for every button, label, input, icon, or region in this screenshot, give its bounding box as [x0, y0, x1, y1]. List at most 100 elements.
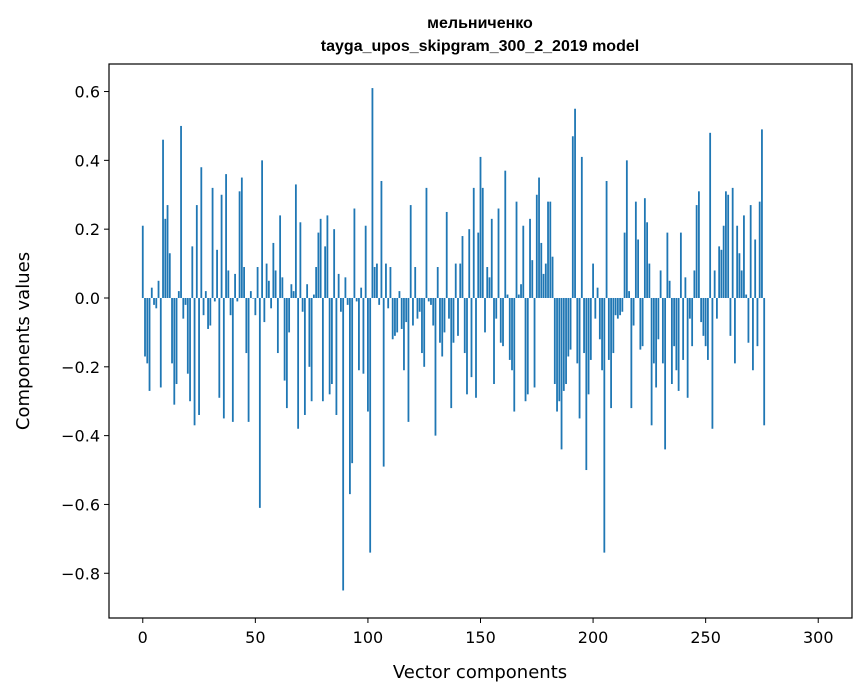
- y-axis-ticks: −0.8 −0.6 −0.4 −0.2 0.0 0.2 0.4 0.6: [61, 83, 109, 583]
- bar-105: [378, 297, 381, 305]
- bar-151: [481, 187, 484, 298]
- bar-122: [416, 297, 419, 319]
- bar-16: [177, 291, 180, 298]
- bar-34: [218, 297, 221, 398]
- bar-112: [394, 297, 396, 336]
- bar-120: [412, 297, 414, 326]
- bar-225: [648, 263, 651, 298]
- bar-94: [353, 208, 356, 298]
- bar-265: [738, 253, 741, 298]
- bar-123: [418, 297, 421, 312]
- bar-63: [283, 297, 286, 381]
- bar-171: [526, 297, 529, 395]
- bar-14: [173, 297, 176, 405]
- bar-260: [727, 194, 730, 298]
- bar-128: [430, 297, 432, 305]
- bar-40: [231, 297, 234, 422]
- bar-172: [529, 218, 531, 298]
- bar-90: [344, 277, 347, 298]
- bar-173: [531, 260, 534, 298]
- bar-124: [421, 297, 423, 354]
- bar-234: [668, 280, 671, 298]
- bar-100: [367, 297, 369, 412]
- bar-262: [731, 187, 734, 298]
- bar-272: [754, 239, 757, 298]
- bar-82: [326, 215, 329, 298]
- bar-6: [155, 297, 158, 309]
- bar-33: [216, 249, 218, 298]
- bar-0: [141, 225, 144, 298]
- bar-5: [153, 297, 155, 305]
- bar-76: [312, 294, 315, 298]
- bar-191: [571, 136, 574, 298]
- bar-79: [319, 218, 322, 298]
- bar-29: [207, 297, 209, 329]
- bar-1: [144, 297, 146, 357]
- bar-11: [166, 205, 169, 298]
- bar-89: [342, 297, 345, 591]
- bar-227: [652, 297, 655, 364]
- bar-78: [317, 232, 320, 298]
- bar-146: [470, 297, 473, 378]
- bar-110: [389, 267, 392, 298]
- bar-180: [547, 201, 549, 298]
- bar-210: [614, 297, 617, 316]
- bar-259: [725, 191, 727, 298]
- bar-41: [234, 273, 236, 298]
- bar-154: [488, 277, 491, 298]
- bar-181: [549, 201, 552, 298]
- bar-series: [141, 88, 766, 591]
- bar-31: [211, 187, 214, 298]
- bar-168: [520, 284, 522, 298]
- bar-255: [716, 297, 718, 319]
- bar-216: [628, 291, 630, 298]
- bar-247: [698, 191, 700, 298]
- bar-114: [398, 291, 401, 298]
- bar-263: [734, 297, 736, 364]
- bar-244: [691, 297, 694, 347]
- bar-104: [376, 263, 378, 298]
- bar-37: [225, 174, 227, 298]
- x-tick-label: 200: [578, 628, 609, 647]
- bar-62: [281, 277, 284, 298]
- bar-241: [684, 277, 687, 298]
- bar-150: [479, 156, 482, 298]
- bar-101: [369, 297, 372, 553]
- bar-55: [265, 263, 268, 298]
- chart-subtitle: tayga_upos_skipgram_300_2_2019 model: [321, 38, 639, 55]
- bar-250: [704, 297, 707, 347]
- bar-144: [466, 297, 468, 395]
- bar-189: [567, 297, 570, 357]
- bar-253: [711, 297, 714, 429]
- bar-50: [254, 297, 257, 316]
- bar-60: [276, 297, 279, 354]
- bar-174: [533, 297, 536, 388]
- bar-152: [484, 297, 486, 333]
- bar-233: [666, 232, 669, 298]
- bar-232: [664, 297, 667, 450]
- bar-103: [373, 267, 376, 298]
- bar-175: [535, 194, 538, 298]
- x-tick-label: 50: [245, 628, 265, 647]
- bar-208: [610, 297, 612, 409]
- bar-61: [279, 215, 282, 298]
- bar-153: [486, 267, 489, 298]
- bar-240: [682, 297, 685, 360]
- bar-242: [686, 297, 689, 398]
- bar-158: [497, 208, 500, 298]
- bar-213: [621, 297, 624, 312]
- bar-161: [504, 170, 507, 298]
- bar-132: [439, 297, 441, 343]
- bar-57: [270, 297, 273, 309]
- bar-139: [454, 263, 457, 298]
- bar-163: [508, 297, 511, 360]
- bar-26: [200, 167, 203, 298]
- bar-137: [450, 297, 453, 409]
- bar-157: [495, 297, 498, 319]
- bar-192: [574, 108, 576, 298]
- bar-125: [423, 297, 426, 367]
- bar-116: [403, 297, 405, 371]
- bar-155: [490, 218, 493, 298]
- bar-65: [288, 297, 291, 333]
- bar-143: [463, 297, 466, 354]
